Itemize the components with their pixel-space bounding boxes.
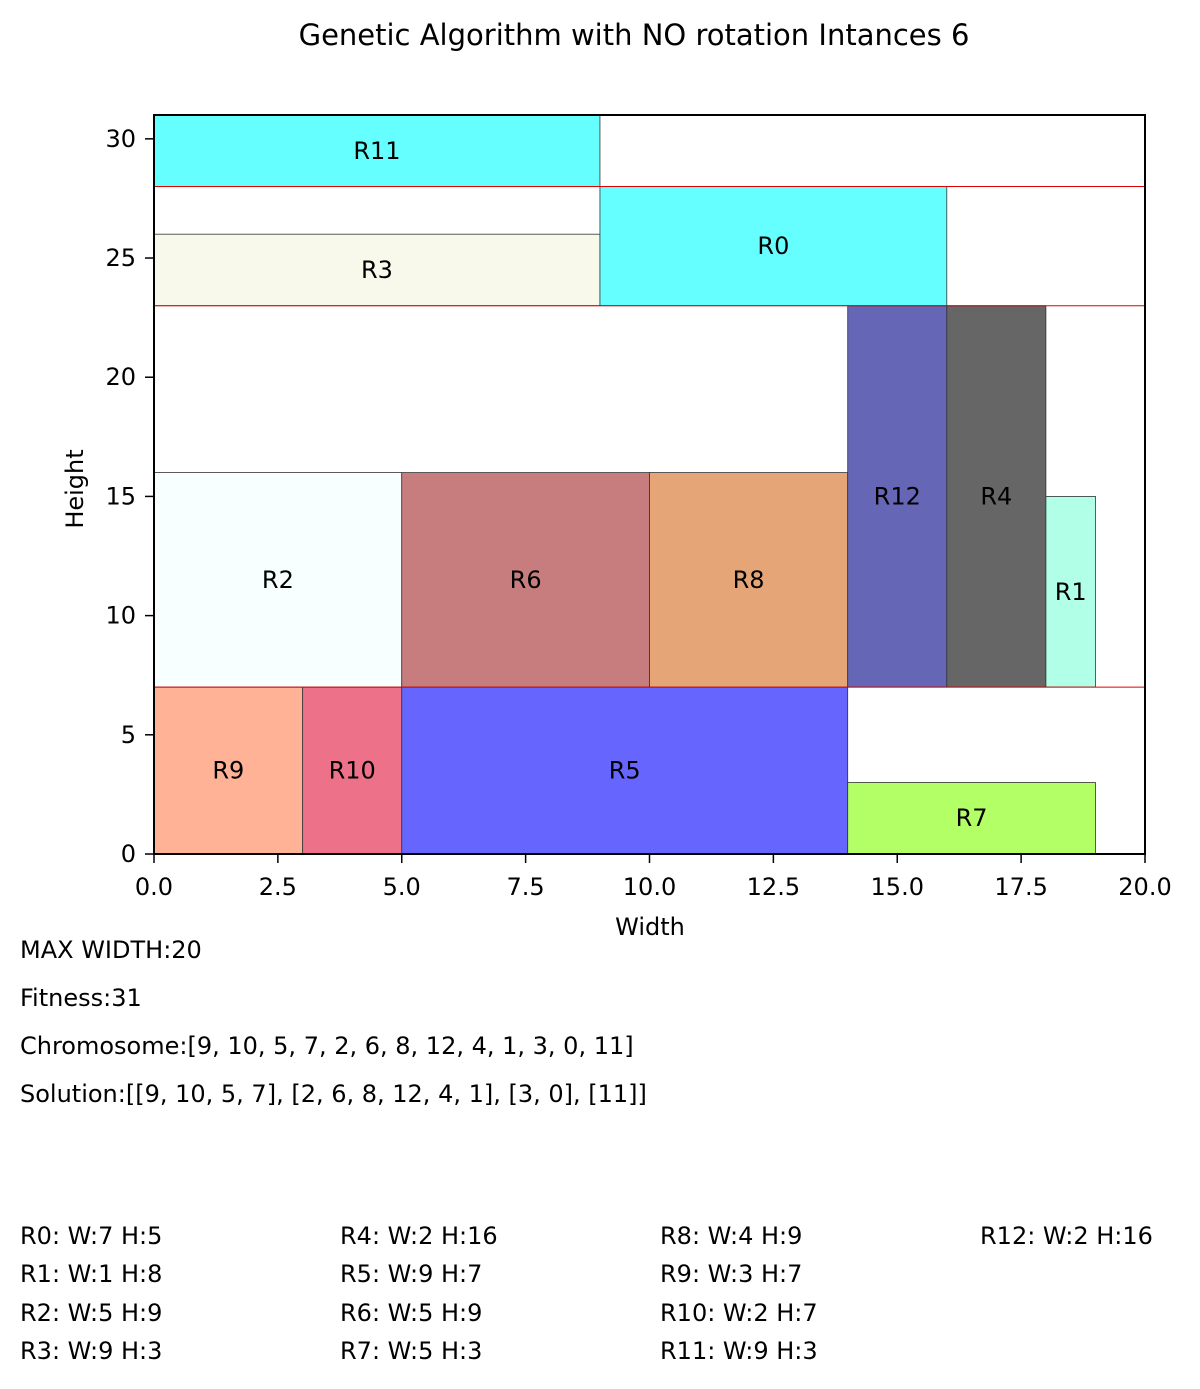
rect-r9 xyxy=(153,686,304,855)
y-tick-label: 5 xyxy=(121,721,136,749)
x-tick-label: 2.5 xyxy=(259,873,297,901)
rectangle-dimensions-list: R0: W:7 H:5 R1: W:1 H:8 R2: W:5 H:9 R3: W:9… xyxy=(20,1222,1200,1382)
fitness-text: Fitness:31 xyxy=(20,984,142,1012)
rect-label-r3: R3 xyxy=(361,256,393,284)
dimension-item: R5: W:9 H:7 xyxy=(340,1260,483,1289)
y-tick-label: 25 xyxy=(105,244,136,272)
chart-title: Genetic Algorithm with NO rotation Intan… xyxy=(299,18,970,52)
y-axis-label: Height xyxy=(61,449,89,528)
dimension-item: R9: W:3 H:7 xyxy=(660,1260,803,1289)
packing-chart: Genetic Algorithm with NO rotation Intan… xyxy=(61,18,1172,940)
rect-label-r6: R6 xyxy=(510,566,542,594)
x-tick-label: 7.5 xyxy=(507,873,545,901)
rect-label-r1: R1 xyxy=(1055,578,1087,606)
x-tick-label: 15.0 xyxy=(871,873,924,901)
rect-label-r5: R5 xyxy=(609,757,641,785)
x-tick-label: 20.0 xyxy=(1118,873,1171,901)
x-axis-label: Width xyxy=(615,913,685,940)
rect-label-r2: R2 xyxy=(262,566,294,594)
dimension-item: R2: W:5 H:9 xyxy=(20,1298,163,1327)
dimension-item: R3: W:9 H:3 xyxy=(20,1336,163,1365)
dimension-item: R10: W:2 H:7 xyxy=(660,1298,818,1327)
rect-label-r10: R10 xyxy=(329,757,376,785)
x-tick-label: 10.0 xyxy=(623,873,676,901)
y-tick-label: 15 xyxy=(105,482,136,510)
rect-label-r0: R0 xyxy=(757,232,789,260)
y-tick-label: 30 xyxy=(105,125,136,153)
dimension-item: R12: W:2 H:16 xyxy=(980,1222,1153,1250)
rect-r2 xyxy=(153,472,403,688)
rect-label-r11: R11 xyxy=(353,137,400,165)
chromosome-text: Chromosome:[9, 10, 5, 7, 2, 6, 8, 12, 4,… xyxy=(20,1032,634,1060)
rect-label-r7: R7 xyxy=(956,804,988,832)
rect-r7 xyxy=(847,782,1096,855)
y-tick-label: 0 xyxy=(121,840,136,868)
dimension-item: R1: W:1 H:8 xyxy=(20,1260,163,1289)
dimension-item: R4: W:2 H:16 xyxy=(340,1222,498,1250)
rect-label-r4: R4 xyxy=(980,482,1012,510)
y-tick-label: 20 xyxy=(105,363,136,391)
solution-text: Solution:[[9, 10, 5, 7], [2, 6, 8, 12, 4… xyxy=(20,1080,647,1108)
rect-r12 xyxy=(847,305,948,688)
x-tick-label: 17.5 xyxy=(994,873,1047,901)
dimension-item: R7: W:5 H:3 xyxy=(340,1336,483,1365)
rect-label-r8: R8 xyxy=(733,566,765,594)
y-tick-label: 10 xyxy=(105,602,136,630)
rect-r0 xyxy=(599,186,948,307)
x-tick-label: 12.5 xyxy=(747,873,800,901)
dimension-item: R11: W:9 H:3 xyxy=(660,1336,818,1365)
rect-r10 xyxy=(302,686,403,855)
rect-r11 xyxy=(153,114,601,187)
dimension-item: R6: W:5 H:9 xyxy=(340,1298,483,1327)
dimension-item: R8: W:4 H:9 xyxy=(660,1222,803,1250)
x-tick-label: 5.0 xyxy=(383,873,421,901)
max-width-text: MAX WIDTH:20 xyxy=(20,936,202,964)
rect-label-r12: R12 xyxy=(874,482,921,510)
rect-r8 xyxy=(649,472,849,688)
rect-label-r9: R9 xyxy=(212,757,244,785)
rect-r6 xyxy=(401,472,650,688)
dimension-item: R0: W:7 H:5 xyxy=(20,1222,163,1250)
rect-r1 xyxy=(1045,496,1096,688)
x-tick-label: 0.0 xyxy=(135,873,173,901)
